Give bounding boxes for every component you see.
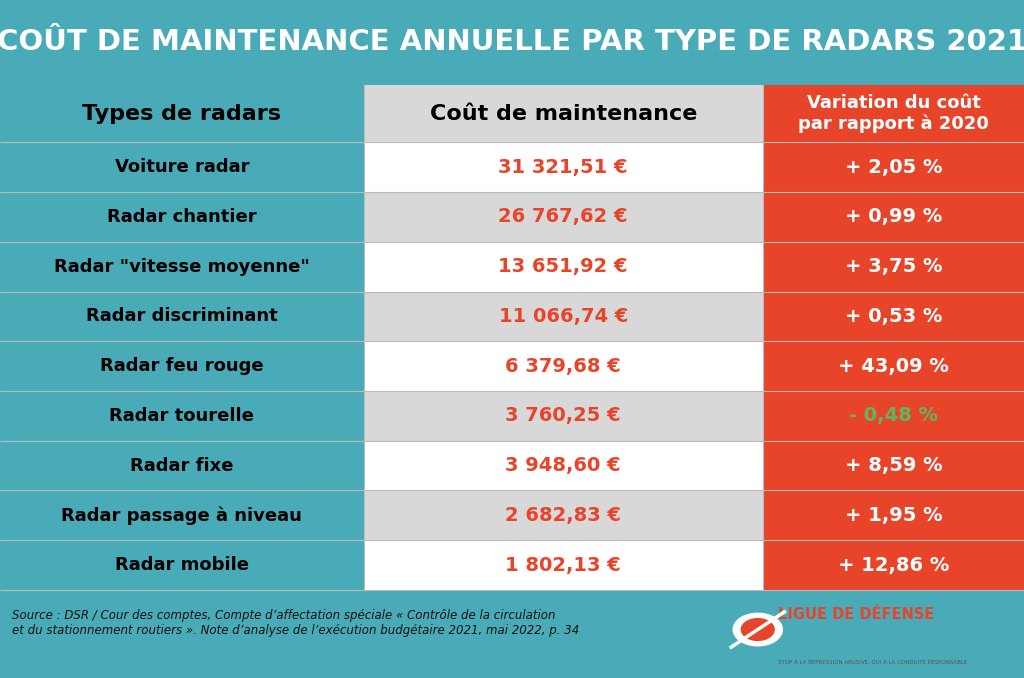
Bar bbox=[763, 242, 1024, 292]
Bar bbox=[763, 85, 1024, 142]
Bar bbox=[0, 540, 364, 590]
Text: Source : DSR / Cour des comptes, Compte d’affectation spéciale « Contrôle de la : Source : DSR / Cour des comptes, Compte … bbox=[12, 610, 580, 637]
Bar bbox=[0, 441, 364, 490]
Bar bbox=[364, 292, 763, 341]
Text: + 0,53 %: + 0,53 % bbox=[845, 307, 942, 326]
Text: Coût de maintenance: Coût de maintenance bbox=[429, 104, 697, 123]
Bar bbox=[364, 341, 763, 391]
Text: 3 760,25 €: 3 760,25 € bbox=[506, 406, 621, 425]
Text: LIGUE DE DÉFENSE: LIGUE DE DÉFENSE bbox=[778, 607, 935, 622]
Text: - 0,48 %: - 0,48 % bbox=[849, 406, 938, 425]
Bar bbox=[0, 590, 1024, 678]
Bar bbox=[0, 142, 364, 192]
Bar bbox=[364, 490, 763, 540]
Text: 6 379,68 €: 6 379,68 € bbox=[505, 357, 622, 376]
Text: Variation du coût
par rapport à 2020: Variation du coût par rapport à 2020 bbox=[798, 94, 989, 134]
Circle shape bbox=[741, 618, 774, 640]
Text: Voiture radar: Voiture radar bbox=[115, 158, 249, 176]
Text: + 43,09 %: + 43,09 % bbox=[838, 357, 949, 376]
Text: Radar feu rouge: Radar feu rouge bbox=[100, 357, 263, 375]
Text: Radar tourelle: Radar tourelle bbox=[110, 407, 254, 425]
Circle shape bbox=[733, 613, 782, 645]
Text: Radar fixe: Radar fixe bbox=[130, 456, 233, 475]
Bar bbox=[0, 341, 364, 391]
Bar bbox=[364, 540, 763, 590]
Bar bbox=[364, 85, 763, 142]
Text: 11 066,74 €: 11 066,74 € bbox=[499, 307, 628, 326]
Bar bbox=[763, 192, 1024, 242]
Bar bbox=[364, 192, 763, 242]
Text: DES CONDUCTEURS: DES CONDUCTEURS bbox=[778, 632, 940, 647]
Bar bbox=[763, 540, 1024, 590]
Bar bbox=[0, 490, 364, 540]
Bar bbox=[763, 441, 1024, 490]
Bar bbox=[364, 391, 763, 441]
Bar bbox=[0, 85, 364, 142]
Bar bbox=[364, 441, 763, 490]
Bar bbox=[763, 142, 1024, 192]
Text: Radar chantier: Radar chantier bbox=[106, 208, 257, 226]
Text: Radar passage à niveau: Radar passage à niveau bbox=[61, 506, 302, 525]
Bar bbox=[0, 292, 364, 341]
Bar bbox=[364, 142, 763, 192]
Circle shape bbox=[719, 603, 797, 655]
Bar bbox=[763, 292, 1024, 341]
Text: 3 948,60 €: 3 948,60 € bbox=[506, 456, 621, 475]
Bar bbox=[763, 490, 1024, 540]
Text: Radar "vitesse moyenne": Radar "vitesse moyenne" bbox=[54, 258, 309, 276]
Text: + 2,05 %: + 2,05 % bbox=[845, 158, 942, 177]
Text: + 1,95 %: + 1,95 % bbox=[845, 506, 942, 525]
Text: + 3,75 %: + 3,75 % bbox=[845, 257, 942, 276]
Bar bbox=[0, 192, 364, 242]
Text: Types de radars: Types de radars bbox=[82, 104, 282, 123]
Text: Radar mobile: Radar mobile bbox=[115, 556, 249, 574]
Bar bbox=[0, 242, 364, 292]
Text: Radar discriminant: Radar discriminant bbox=[86, 307, 278, 325]
Bar bbox=[763, 341, 1024, 391]
Bar bbox=[0, 0, 1024, 85]
Bar bbox=[364, 242, 763, 292]
Bar bbox=[763, 391, 1024, 441]
Text: 26 767,62 €: 26 767,62 € bbox=[499, 207, 628, 226]
Text: 13 651,92 €: 13 651,92 € bbox=[499, 257, 628, 276]
Text: 1 802,13 €: 1 802,13 € bbox=[505, 555, 622, 574]
Text: 2 682,83 €: 2 682,83 € bbox=[505, 506, 622, 525]
Text: + 8,59 %: + 8,59 % bbox=[845, 456, 942, 475]
Text: STOP À LA RÉPRESSION ABUSIVE, OUI À LA CONDUITE RESPONSABLE: STOP À LA RÉPRESSION ABUSIVE, OUI À LA C… bbox=[778, 660, 968, 665]
Text: + 0,99 %: + 0,99 % bbox=[845, 207, 942, 226]
Text: 31 321,51 €: 31 321,51 € bbox=[499, 158, 628, 177]
Text: + 12,86 %: + 12,86 % bbox=[838, 555, 949, 574]
Text: COÛT DE MAINTENANCE ANNUELLE PAR TYPE DE RADARS 2021: COÛT DE MAINTENANCE ANNUELLE PAR TYPE DE… bbox=[0, 28, 1024, 56]
Bar bbox=[0, 391, 364, 441]
